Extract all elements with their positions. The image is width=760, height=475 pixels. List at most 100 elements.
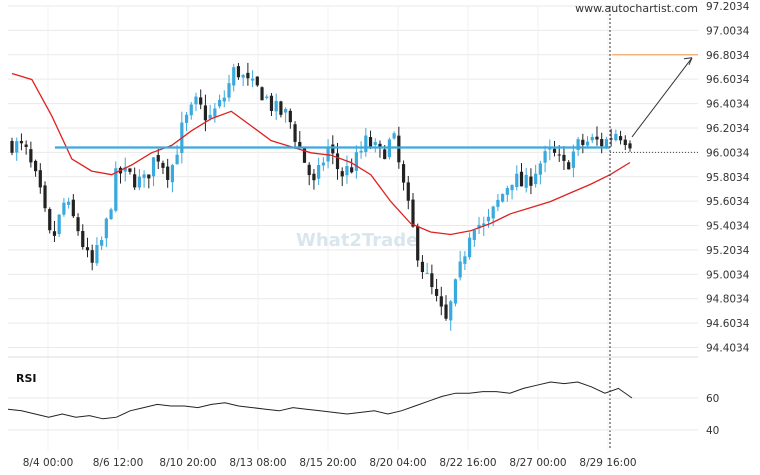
candle-body [302, 148, 307, 163]
forecast-arrow [631, 57, 693, 138]
y-tick-label: 95.8034 [706, 172, 750, 184]
candle-body [411, 199, 415, 227]
candle-body [10, 140, 14, 153]
candle-body [538, 163, 542, 175]
candle-body [335, 153, 340, 170]
candle-body [562, 154, 566, 161]
candle-body [199, 97, 203, 105]
y-tick-label: 96.0034 [706, 147, 750, 159]
candle-body [401, 164, 406, 183]
candle-body [293, 124, 297, 142]
candle-body [510, 184, 514, 191]
candle-body [269, 95, 274, 112]
candle-body [76, 217, 80, 232]
candle-body [406, 182, 410, 201]
candle-body [331, 144, 335, 154]
candle-body [312, 173, 316, 181]
candle-body [19, 140, 24, 144]
rsi-line [7, 381, 633, 420]
y-tick-label: 97.2034 [706, 1, 750, 13]
candle-body [557, 154, 561, 156]
candle-body [241, 74, 245, 78]
candle-body [85, 247, 90, 251]
rsi-tick-label: 40 [706, 425, 719, 437]
candle-body [166, 166, 170, 180]
x-tick-label: 8/22 16:00 [439, 457, 496, 469]
candle-body [326, 146, 330, 162]
x-tick-label: 8/20 04:00 [369, 457, 426, 469]
candle-body [350, 167, 354, 173]
y-axis-labels: 97.2034 97.0034 96.8034 96.6034 96.4034 96.20… [706, 1, 750, 355]
candle-body [463, 256, 467, 264]
rsi-tick-label: 60 [706, 393, 719, 405]
candle-body [175, 154, 179, 165]
watermark: www.autochartist.com [575, 2, 698, 15]
candle-body [491, 206, 495, 219]
candle-body [501, 194, 505, 202]
candle-body [137, 176, 141, 188]
y-tick-label: 95.0034 [706, 269, 750, 281]
candle-body [496, 199, 500, 207]
arrow-head [683, 57, 693, 65]
y-tick-label: 94.8034 [706, 294, 750, 306]
candle-body [600, 139, 604, 147]
candle-body [232, 67, 236, 86]
candle-body [33, 160, 38, 172]
levels [55, 6, 698, 450]
candle-body [288, 110, 292, 123]
candle-body [284, 109, 288, 113]
candle-body [255, 76, 259, 86]
candle-body [48, 209, 52, 231]
candle-body [453, 279, 458, 304]
candle-body [392, 133, 396, 139]
candle-body [590, 136, 594, 141]
candle-body [95, 244, 99, 264]
candle-body [359, 150, 363, 153]
candle-body [52, 231, 57, 236]
candle-body [425, 272, 429, 274]
candle-body [354, 152, 358, 171]
candle-body [472, 229, 476, 240]
candle-body [534, 173, 538, 185]
candle-body [609, 138, 613, 140]
candle-body [552, 148, 557, 153]
y-tick-label: 96.8034 [706, 50, 750, 62]
candle-body [378, 143, 382, 148]
candle-body [15, 141, 19, 153]
candle-body [458, 261, 462, 278]
x-tick-label: 8/27 00:00 [509, 457, 566, 469]
candle-body [71, 199, 75, 217]
candle-body [416, 226, 420, 261]
candle-body [373, 141, 377, 145]
candle-body [189, 104, 193, 116]
candle-body [100, 240, 104, 246]
candle-body [128, 168, 132, 172]
candle-body [67, 201, 71, 205]
y-tick-label: 96.6034 [706, 74, 750, 86]
y-tick-label: 95.4034 [706, 221, 750, 233]
candle-body [595, 136, 599, 140]
x-axis-labels: 8/4 00:00 8/6 12:00 8/10 20:00 8/13 08:00 8/… [23, 457, 637, 469]
candle-body [104, 218, 108, 239]
candle-body [420, 261, 425, 272]
candle-body [317, 164, 321, 179]
candle-body [203, 105, 208, 121]
candle-body [486, 216, 491, 222]
candle-body [519, 171, 524, 187]
candle-body [170, 165, 174, 183]
x-tick-label: 8/15 20:00 [299, 457, 356, 469]
candle-body [618, 136, 623, 141]
candle-body [156, 155, 160, 162]
candle-body [222, 97, 226, 102]
y-tick-label: 96.2034 [706, 123, 750, 135]
candle-body [260, 87, 264, 101]
candle-body [133, 174, 137, 188]
candle-body [434, 288, 439, 296]
candle-body [439, 296, 443, 307]
candle-body [123, 167, 127, 172]
candle-body [24, 144, 28, 147]
logo-text: What2Trade [296, 230, 418, 251]
candle-body [449, 301, 453, 321]
candle-body [614, 133, 618, 141]
